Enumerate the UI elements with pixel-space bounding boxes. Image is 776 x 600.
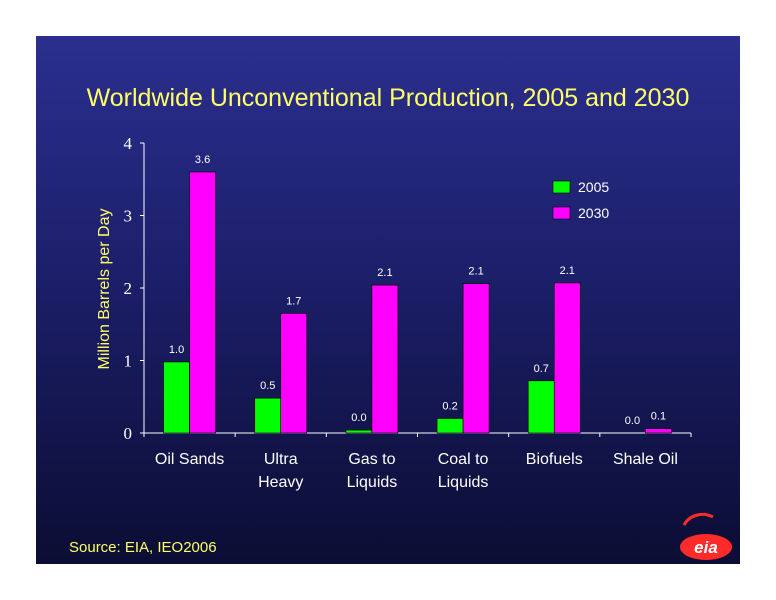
- data-label: 2.1: [468, 266, 483, 278]
- y-tick-label: 1: [124, 352, 133, 371]
- bar-2005: [527, 380, 555, 434]
- eia-logo: eia: [680, 512, 732, 560]
- slide-background: Worldwide Unconventional Production, 200…: [36, 36, 740, 564]
- data-label: 3.6: [195, 154, 210, 166]
- legend-label: 2005: [578, 179, 609, 195]
- category-label: Liquids: [438, 474, 489, 491]
- bar-2005: [254, 397, 282, 434]
- y-tick-label: 2: [124, 279, 133, 298]
- category-label: Ultra: [264, 451, 298, 468]
- data-label: 0.7: [534, 363, 549, 375]
- data-label: 1.0: [169, 344, 184, 356]
- bar-2030: [280, 313, 308, 434]
- bar-2030: [462, 283, 490, 434]
- category-label: Coal to: [438, 451, 489, 468]
- source-note: Source: EIA, IEO2006: [69, 539, 217, 556]
- data-label: 0.0: [625, 415, 640, 427]
- bar-chart: Worldwide Unconventional Production, 200…: [69, 84, 732, 560]
- data-label: 0.5: [260, 380, 275, 392]
- legend-label: 2030: [578, 205, 609, 221]
- category-label: Oil Sands: [155, 451, 224, 468]
- category-labels: Oil Sands Ultra Heavy Gas to Liquids Coal to L…: [155, 451, 678, 491]
- data-label: 0.2: [442, 401, 457, 413]
- bar-2030: [371, 284, 399, 434]
- legend-swatch: [552, 206, 571, 220]
- logo-text: eia: [694, 538, 718, 557]
- y-axis-label: Million Barrels per Day: [96, 209, 113, 370]
- legend: 2005 2030: [552, 179, 609, 221]
- data-label: 2.1: [377, 267, 392, 279]
- data-label: 2.1: [560, 265, 575, 277]
- logo-oval: [680, 534, 732, 560]
- y-tick-label: 4: [124, 134, 133, 153]
- chart-title: Worldwide Unconventional Production, 200…: [87, 84, 690, 112]
- bar-2005: [163, 361, 190, 434]
- bar-2030: [189, 171, 216, 434]
- axes: 0 1 2 3 4: [124, 134, 692, 443]
- bar-2005: [345, 429, 373, 434]
- category-label: Gas to: [348, 451, 395, 468]
- value-labels: 1.0 3.6 0.5 1.7 0.0 2.1 0.2 2.1 0.7 2.1 0.0 0.1: [169, 154, 666, 427]
- bars: [163, 171, 672, 434]
- category-label: Heavy: [258, 474, 303, 491]
- legend-swatch: [552, 180, 571, 194]
- category-label: Liquids: [347, 474, 398, 491]
- bar-2030: [553, 282, 581, 434]
- y-tick-label: 3: [124, 207, 133, 226]
- bar-2005: [436, 418, 464, 434]
- logo-swoosh: [682, 512, 714, 526]
- category-label: Shale Oil: [613, 451, 678, 468]
- data-label: 1.7: [286, 295, 301, 307]
- bar-2030: [645, 428, 672, 434]
- data-label: 0.1: [651, 411, 666, 423]
- category-label: Biofuels: [526, 451, 583, 468]
- y-tick-label: 0: [124, 424, 133, 443]
- data-label: 0.0: [351, 412, 366, 424]
